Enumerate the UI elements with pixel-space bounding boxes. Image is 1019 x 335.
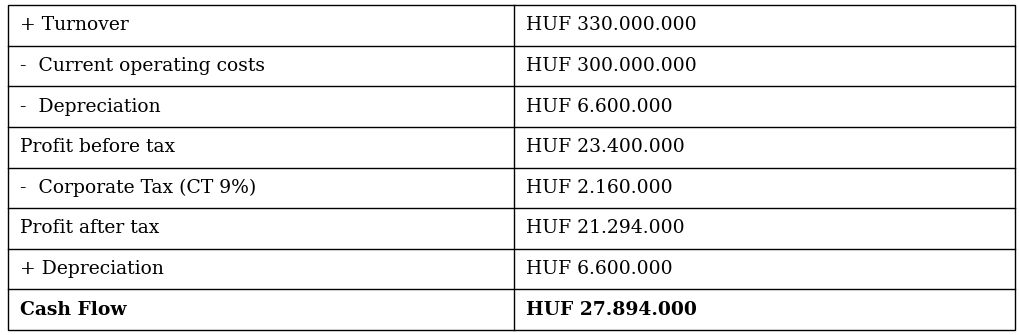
Text: HUF 21.294.000: HUF 21.294.000 [525,219,684,238]
Text: Cash Flow: Cash Flow [20,301,126,319]
Text: Profit before tax: Profit before tax [20,138,175,156]
Text: HUF 27.894.000: HUF 27.894.000 [525,301,696,319]
Text: HUF 23.400.000: HUF 23.400.000 [525,138,684,156]
Text: + Turnover: + Turnover [20,16,129,34]
Text: -  Corporate Tax (CT 9%): - Corporate Tax (CT 9%) [20,179,257,197]
Text: HUF 6.600.000: HUF 6.600.000 [525,260,672,278]
Text: HUF 6.600.000: HUF 6.600.000 [525,97,672,116]
Text: HUF 300.000.000: HUF 300.000.000 [525,57,696,75]
Text: HUF 330.000.000: HUF 330.000.000 [525,16,696,34]
Text: + Depreciation: + Depreciation [20,260,164,278]
Text: -  Depreciation: - Depreciation [20,97,161,116]
Text: Profit after tax: Profit after tax [20,219,160,238]
Text: HUF 2.160.000: HUF 2.160.000 [525,179,672,197]
Text: -  Current operating costs: - Current operating costs [20,57,265,75]
